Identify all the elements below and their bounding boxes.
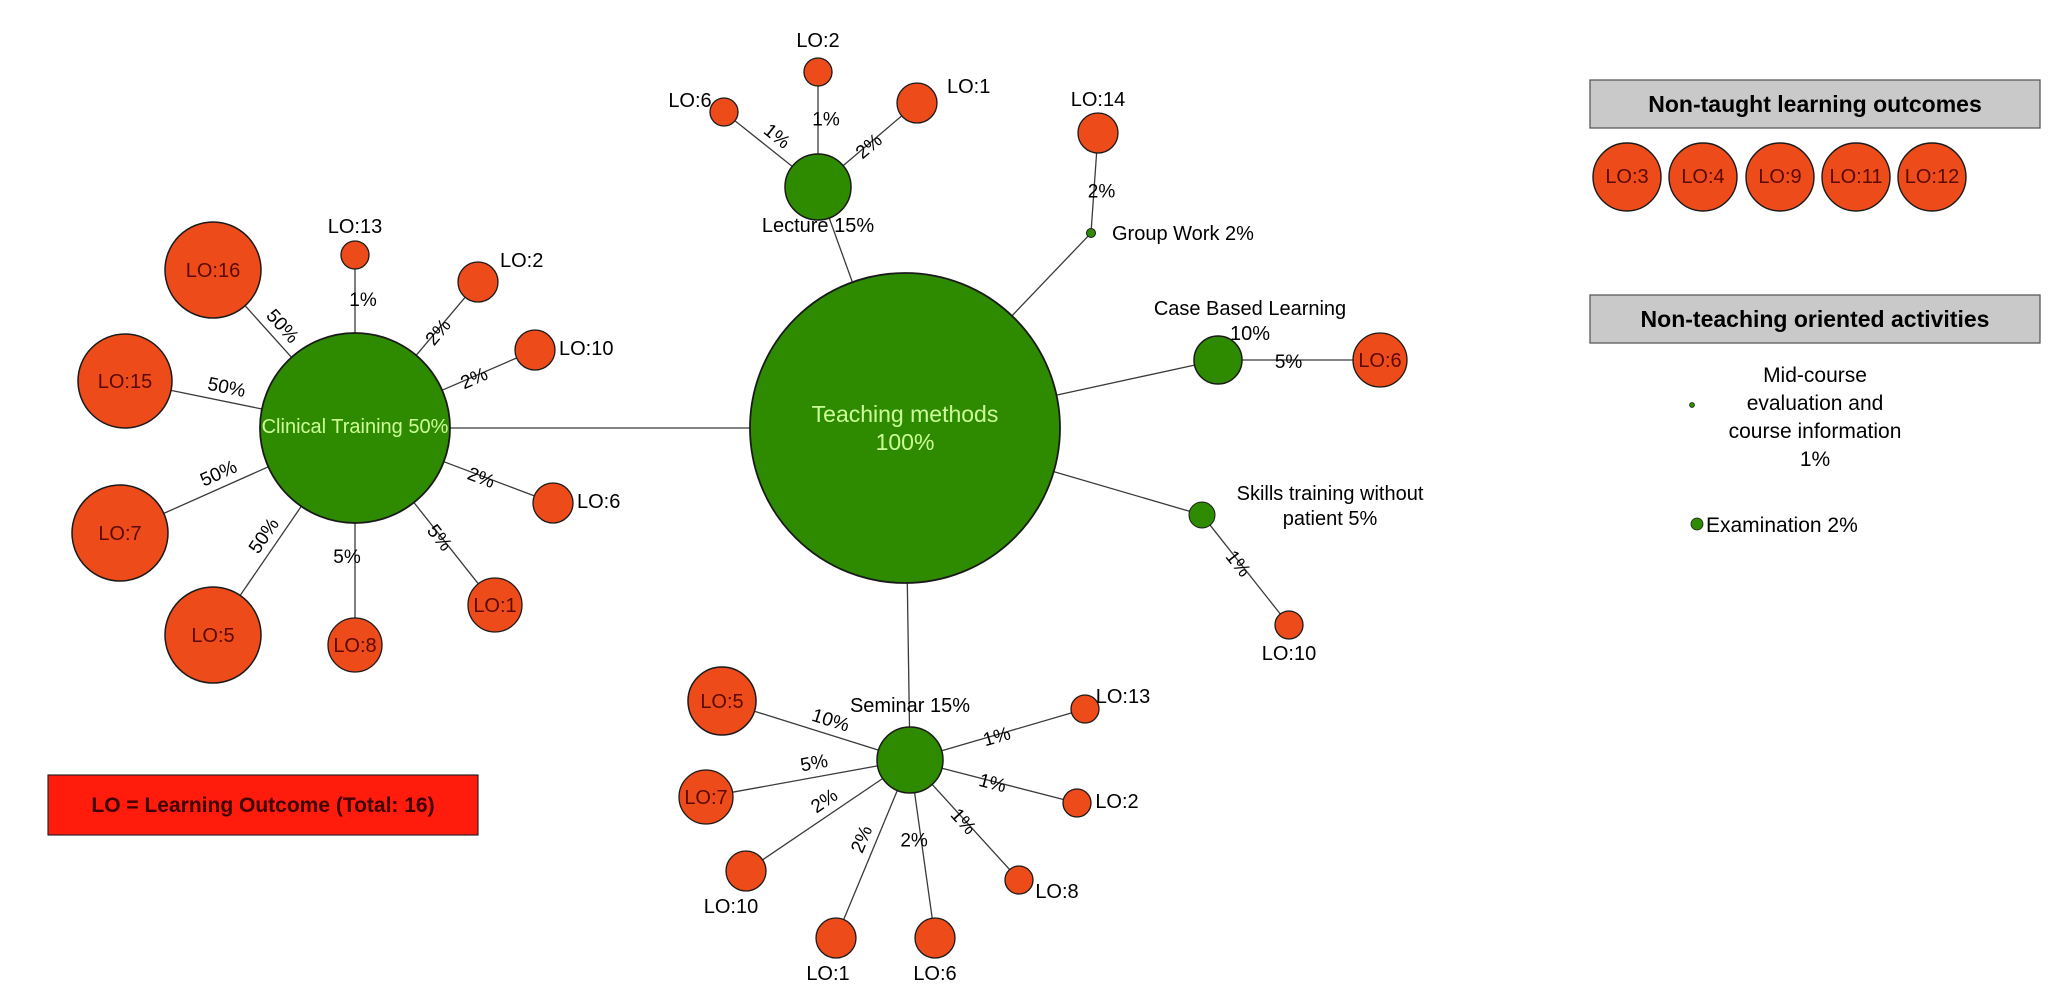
svg-text:LO:2: LO:2: [796, 30, 839, 52]
svg-text:1%: 1%: [812, 109, 840, 130]
svg-text:5%: 5%: [333, 547, 361, 568]
svg-text:LO:11: LO:11: [1830, 166, 1883, 188]
svg-text:100%: 100%: [876, 429, 935, 455]
svg-text:LO:6: LO:6: [913, 963, 956, 985]
svg-text:2%: 2%: [464, 464, 497, 493]
svg-text:Seminar 15%: Seminar 15%: [850, 695, 970, 717]
svg-text:2%: 2%: [422, 315, 456, 350]
svg-text:2%: 2%: [1088, 181, 1116, 202]
svg-text:Examination 2%: Examination 2%: [1706, 514, 1858, 537]
svg-text:LO:16: LO:16: [186, 260, 240, 282]
svg-text:Case Based Learning: Case Based Learning: [1154, 298, 1346, 320]
svg-text:50%: 50%: [262, 305, 303, 347]
svg-text:Clinical Training 50%: Clinical Training 50%: [262, 416, 449, 438]
svg-text:Teaching methods: Teaching methods: [812, 401, 999, 427]
svg-text:LO:9: LO:9: [1758, 166, 1801, 188]
svg-text:LO:7: LO:7: [684, 787, 727, 809]
svg-text:LO:13: LO:13: [1096, 686, 1150, 708]
svg-text:2%: 2%: [852, 130, 887, 164]
svg-text:LO:5: LO:5: [700, 691, 743, 713]
svg-text:Lecture 15%: Lecture 15%: [762, 215, 875, 237]
svg-text:LO:10: LO:10: [1262, 643, 1316, 665]
svg-text:5%: 5%: [799, 751, 830, 777]
svg-text:10%: 10%: [1230, 323, 1270, 345]
svg-text:LO:1: LO:1: [947, 76, 990, 98]
svg-text:Non-taught learning outcomes: Non-taught learning outcomes: [1648, 91, 1982, 117]
svg-text:2%: 2%: [847, 823, 877, 857]
svg-text:LO:6: LO:6: [1358, 350, 1401, 372]
svg-text:Skills training without: Skills training without: [1237, 483, 1424, 505]
svg-text:LO:5: LO:5: [191, 625, 234, 647]
svg-text:2%: 2%: [458, 364, 492, 394]
svg-text:1%: 1%: [1800, 448, 1830, 471]
svg-text:LO:14: LO:14: [1071, 89, 1125, 111]
svg-text:LO = Learning Outcome (Total:: LO = Learning Outcome (Total: 16): [91, 794, 434, 817]
svg-text:2%: 2%: [807, 785, 842, 818]
svg-text:LO:13: LO:13: [328, 216, 382, 238]
svg-text:LO:4: LO:4: [1681, 166, 1724, 188]
svg-text:LO:1: LO:1: [473, 595, 516, 617]
svg-text:50%: 50%: [206, 374, 248, 402]
svg-text:1%: 1%: [946, 805, 980, 840]
svg-text:2%: 2%: [900, 831, 928, 852]
svg-text:LO:8: LO:8: [1035, 881, 1078, 903]
svg-text:LO:12: LO:12: [1905, 166, 1959, 188]
svg-text:LO:2: LO:2: [500, 250, 543, 272]
svg-text:patient 5%: patient 5%: [1283, 508, 1378, 530]
svg-text:LO:7: LO:7: [98, 523, 141, 545]
svg-text:Non-teaching oriented activiti: Non-teaching oriented activities: [1641, 306, 1990, 332]
svg-text:50%: 50%: [197, 457, 240, 492]
svg-text:LO:8: LO:8: [333, 635, 376, 657]
svg-text:LO:15: LO:15: [98, 371, 152, 393]
svg-text:1%: 1%: [759, 120, 794, 154]
svg-text:course information: course information: [1729, 420, 1902, 443]
svg-text:50%: 50%: [245, 514, 284, 557]
svg-text:Mid-course: Mid-course: [1763, 364, 1867, 387]
svg-text:Group Work 2%: Group Work 2%: [1112, 223, 1254, 245]
svg-text:LO:3: LO:3: [1605, 166, 1648, 188]
svg-text:LO:6: LO:6: [668, 90, 711, 112]
svg-text:5%: 5%: [422, 521, 456, 556]
svg-text:LO:6: LO:6: [577, 491, 620, 513]
svg-text:1%: 1%: [1221, 547, 1255, 582]
svg-text:LO:10: LO:10: [704, 896, 758, 918]
svg-text:LO:1: LO:1: [806, 963, 849, 985]
svg-text:1%: 1%: [981, 723, 1013, 751]
svg-text:evaluation and: evaluation and: [1747, 392, 1884, 415]
svg-text:LO:10: LO:10: [559, 338, 613, 360]
svg-text:10%: 10%: [809, 705, 852, 736]
svg-text:1%: 1%: [976, 770, 1008, 797]
svg-text:1%: 1%: [349, 290, 377, 311]
svg-text:5%: 5%: [1275, 352, 1303, 373]
svg-text:LO:2: LO:2: [1095, 791, 1138, 813]
